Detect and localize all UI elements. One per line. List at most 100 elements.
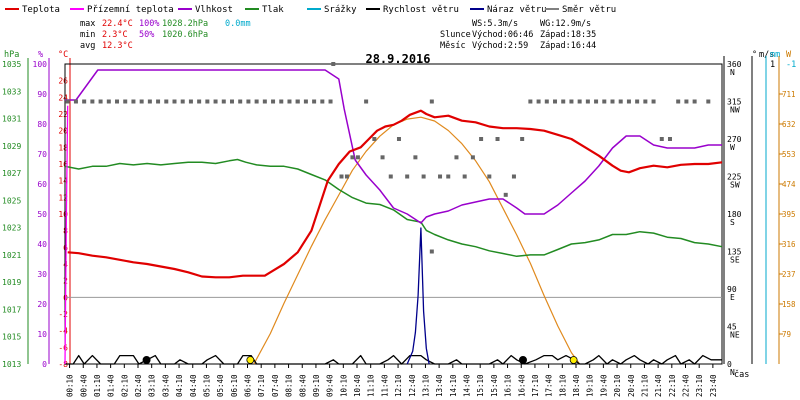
direction-compass-label: NW (730, 106, 740, 115)
solar-tick-label: 474 (782, 180, 796, 189)
smer-point (503, 192, 508, 197)
hpa-tick-label: 1027 (2, 169, 21, 178)
smer-point (331, 62, 336, 66)
hpa-tick-label: 1019 (2, 278, 21, 287)
hpa-tick-label: 1029 (2, 142, 21, 151)
smer-point (429, 249, 434, 254)
vlhkost-line (65, 69, 722, 224)
smer-point (197, 99, 202, 104)
smer-point (684, 99, 689, 104)
right-axes: 0N45NE90E135SE180S225SW270W315NW360N7915… (723, 56, 796, 377)
smer-point (651, 99, 656, 104)
direction-compass-label: SE (730, 256, 740, 265)
stats-min-press: 1020.6hPa (162, 30, 208, 40)
time-tick-label: 18:40 (572, 374, 581, 397)
celsius-tick-label: 16 (58, 160, 68, 169)
smer-point (139, 99, 144, 104)
time-axis: 00:10 00:40 01:10 01:40 02:10 02:40 03:10 03:40… (66, 364, 718, 397)
stats-max-temp: 22.4°C (102, 19, 133, 29)
smer-point (328, 99, 333, 104)
speed-unit: m/s (759, 50, 774, 60)
smer-point (610, 99, 615, 104)
pct-tick-label: 40 (37, 240, 47, 249)
smer-point (528, 99, 533, 104)
hpa-unit: hPa (4, 50, 19, 60)
direction-compass-label: E (730, 293, 735, 302)
time-tick-label: 09:40 (326, 374, 335, 397)
stats-min-temp: 2.3°C (102, 30, 128, 40)
pct-tick-label: 60 (37, 180, 47, 189)
smer-point (602, 99, 607, 104)
solar-unit: W (786, 50, 792, 60)
smer-point (692, 99, 697, 104)
hpa-tick-label: 1025 (2, 196, 21, 205)
celsius-tick-label: -2 (58, 310, 68, 319)
time-tick-label: 13:40 (435, 374, 444, 397)
smer-point (355, 155, 360, 160)
pct-tick-label: 10 (37, 330, 47, 339)
smer-point (421, 174, 426, 179)
smer-point (372, 137, 377, 141)
time-tick-label: 14:10 (449, 374, 458, 397)
smer-point (156, 99, 161, 104)
smer-point (188, 99, 193, 104)
smer-point (106, 99, 111, 104)
smer-point (462, 174, 467, 179)
stats-avg-temp: 12.3°C (102, 41, 133, 51)
time-tick-label: 23:40 (709, 374, 718, 397)
smer-point (667, 137, 672, 141)
celsius-tick-label: 26 (58, 77, 68, 86)
pct-tick-label: 20 (37, 300, 47, 309)
smer-point (594, 99, 599, 104)
smer-point (82, 99, 87, 104)
smer-point (676, 99, 681, 104)
smer-point (413, 155, 418, 160)
time-tick-label: 07:10 (257, 374, 266, 397)
time-tick-label: 12:40 (408, 374, 417, 397)
smer-point (180, 99, 185, 104)
legend: Teplota Přízemní teplota Vlhkost Tlak Srážky… (5, 5, 616, 15)
direction-tick-label: 225 (727, 173, 742, 182)
hpa-tick-label: 1035 (2, 60, 21, 69)
wind-wg: WG:12.9m/s (540, 19, 591, 29)
unit-headers: hPa % °C ° m/s mm W 1 -1 (4, 50, 796, 70)
celsius-tick-label: -8 (58, 360, 68, 369)
grid (64, 63, 723, 365)
time-tick-label: 07:40 (271, 374, 280, 397)
pct-tick-label: 50 (37, 210, 47, 219)
smer-point (271, 99, 276, 104)
solar-tick-label: 553 (782, 150, 796, 159)
speed-tick: 1 (770, 60, 775, 70)
time-tick-label: 15:10 (476, 374, 485, 397)
direction-compass-label: SW (730, 181, 740, 190)
smer-point (544, 99, 549, 104)
stats-max-hum: 100% (139, 19, 159, 29)
smer-point (643, 99, 648, 104)
tlak-line (64, 158, 723, 258)
direction-tick-label: 270 (727, 135, 742, 144)
wind-ws: WS:5.3m/s (472, 19, 518, 29)
legend-label-pocitova: Přízemní teplota (87, 5, 174, 15)
time-tick-label: 19:10 (586, 374, 595, 397)
stats-max-label: max (80, 19, 95, 29)
time-tick-label: 03:40 (161, 374, 170, 397)
smer-point (262, 99, 267, 104)
hpa-tick-label: 1033 (2, 87, 21, 96)
smer-point (90, 99, 95, 104)
time-tick-label: 17:10 (531, 374, 540, 397)
solar-tick-label: 237 (782, 270, 796, 279)
time-tick-label: 21:40 (654, 374, 663, 397)
time-tick-label: 05:10 (202, 374, 211, 397)
smer-point (479, 137, 484, 141)
smer-point (536, 99, 541, 104)
sun-label: Slunce (440, 30, 471, 40)
celsius-tick-label: 24 (58, 93, 68, 102)
time-tick-label: 18:10 (558, 374, 567, 397)
legend-label-tlak: Tlak (262, 5, 284, 15)
pct-unit: % (38, 50, 43, 60)
celsius-tick-label: 18 (58, 143, 68, 152)
pocitova-line (64, 105, 69, 365)
direction-tick-label: 90 (727, 285, 737, 294)
